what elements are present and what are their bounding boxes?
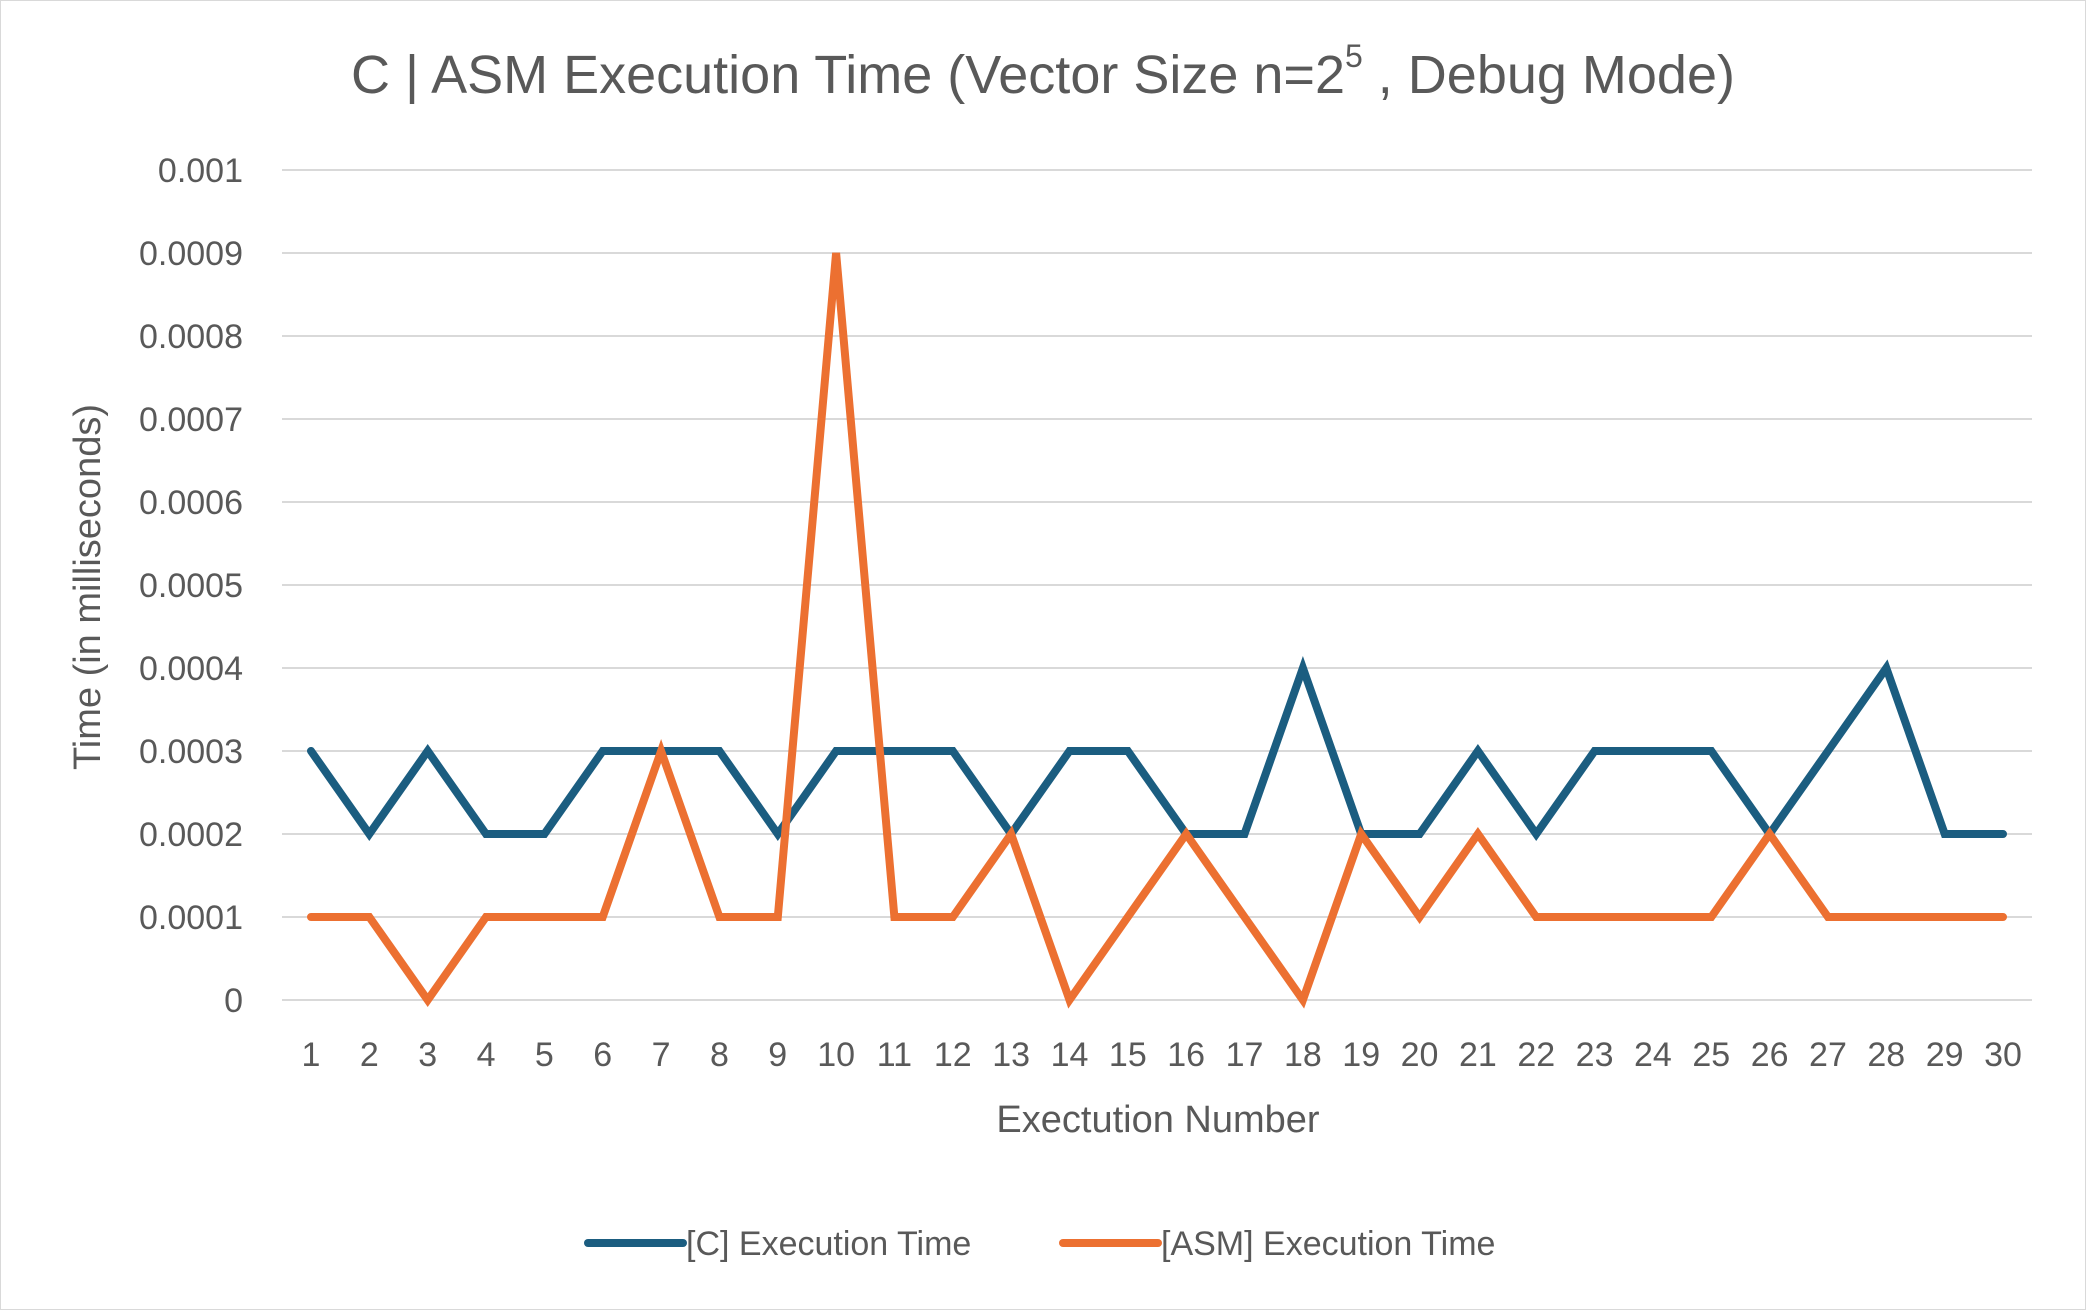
series-line-0: [307, 655, 2007, 841]
series-lines: [307, 252, 2007, 1009]
x-tick-label: 21: [1459, 1036, 1497, 1074]
x-axis-title: Exectution Number: [996, 1099, 1319, 1141]
y-tick-label: 0.0009: [139, 235, 243, 273]
y-tick-label: 0.0004: [139, 650, 243, 688]
x-tick-label: 6: [593, 1036, 612, 1074]
y-tick-label: 0.0008: [139, 318, 243, 356]
x-tick-label: 28: [1867, 1036, 1905, 1074]
x-tick-label: 17: [1226, 1036, 1264, 1074]
x-tick-label: 27: [1809, 1036, 1847, 1074]
x-tick-label: 16: [1167, 1036, 1205, 1074]
series-line-1: [307, 252, 2007, 1009]
y-tick-label: 0: [224, 982, 243, 1020]
y-tick-label: 0.0002: [139, 816, 243, 854]
x-tick-label: 12: [934, 1036, 972, 1074]
x-tick-label: 5: [535, 1036, 554, 1074]
x-tick-label: 9: [768, 1036, 787, 1074]
x-tick-label: 19: [1342, 1036, 1380, 1074]
y-tick-label: 0.001: [158, 152, 243, 190]
y-tick-label: 0.0005: [139, 567, 243, 605]
chart-title-superscript: 5: [1344, 38, 1363, 74]
x-tick-label: 1: [302, 1036, 321, 1074]
x-tick-label: 29: [1926, 1036, 1964, 1074]
x-tick-label: 8: [710, 1036, 729, 1074]
y-tick-label: 0.0003: [139, 733, 243, 771]
gridlines: [282, 169, 2032, 1001]
x-tick-label: 7: [652, 1036, 671, 1074]
x-tick-label: 22: [1517, 1036, 1555, 1074]
x-tick-label: 10: [817, 1036, 855, 1074]
y-tick-label: 0.0007: [139, 401, 243, 439]
chart-title-suffix: , Debug Mode): [1362, 45, 1735, 105]
x-axis-ticks: 1 2 3 4 5 6 7 8 9 10 11 12 13 14 15 16 17 18 19 20 21 22 23 24 2…: [302, 1036, 2022, 1074]
x-tick-label: 4: [477, 1036, 496, 1074]
y-tick-label: 0.0006: [139, 484, 243, 522]
chart-title: C | ASM Execution Time (Vector Size n=25…: [0, 38, 2086, 106]
y-axis-ticks: 0 0.0001 0.0002 0.0003 0.0004 0.0005 0.0006 0.0…: [139, 152, 243, 1020]
y-axis-title: Time (in milliseconds): [67, 404, 109, 770]
x-tick-label: 23: [1576, 1036, 1614, 1074]
x-tick-label: 2: [360, 1036, 379, 1074]
legend-label-0: [C] Execution Time: [686, 1225, 971, 1263]
legend-label-1: [ASM] Execution Time: [1161, 1225, 1495, 1263]
y-tick-label: 0.0001: [139, 899, 243, 937]
x-tick-label: 30: [1984, 1036, 2022, 1074]
x-tick-label: 24: [1634, 1036, 1672, 1074]
chart-title-text: C | ASM Execution Time (Vector Size n=2: [351, 45, 1345, 105]
x-tick-label: 20: [1401, 1036, 1439, 1074]
x-tick-label: 11: [877, 1036, 912, 1074]
x-tick-label: 18: [1284, 1036, 1322, 1074]
legend: [C] Execution Time [ASM] Execution Time: [584, 1225, 1495, 1263]
x-tick-label: 25: [1692, 1036, 1730, 1074]
x-tick-label: 14: [1051, 1036, 1089, 1074]
x-tick-label: 15: [1109, 1036, 1147, 1074]
x-tick-label: 3: [418, 1036, 437, 1074]
x-tick-label: 13: [992, 1036, 1030, 1074]
x-tick-label: 26: [1751, 1036, 1789, 1074]
